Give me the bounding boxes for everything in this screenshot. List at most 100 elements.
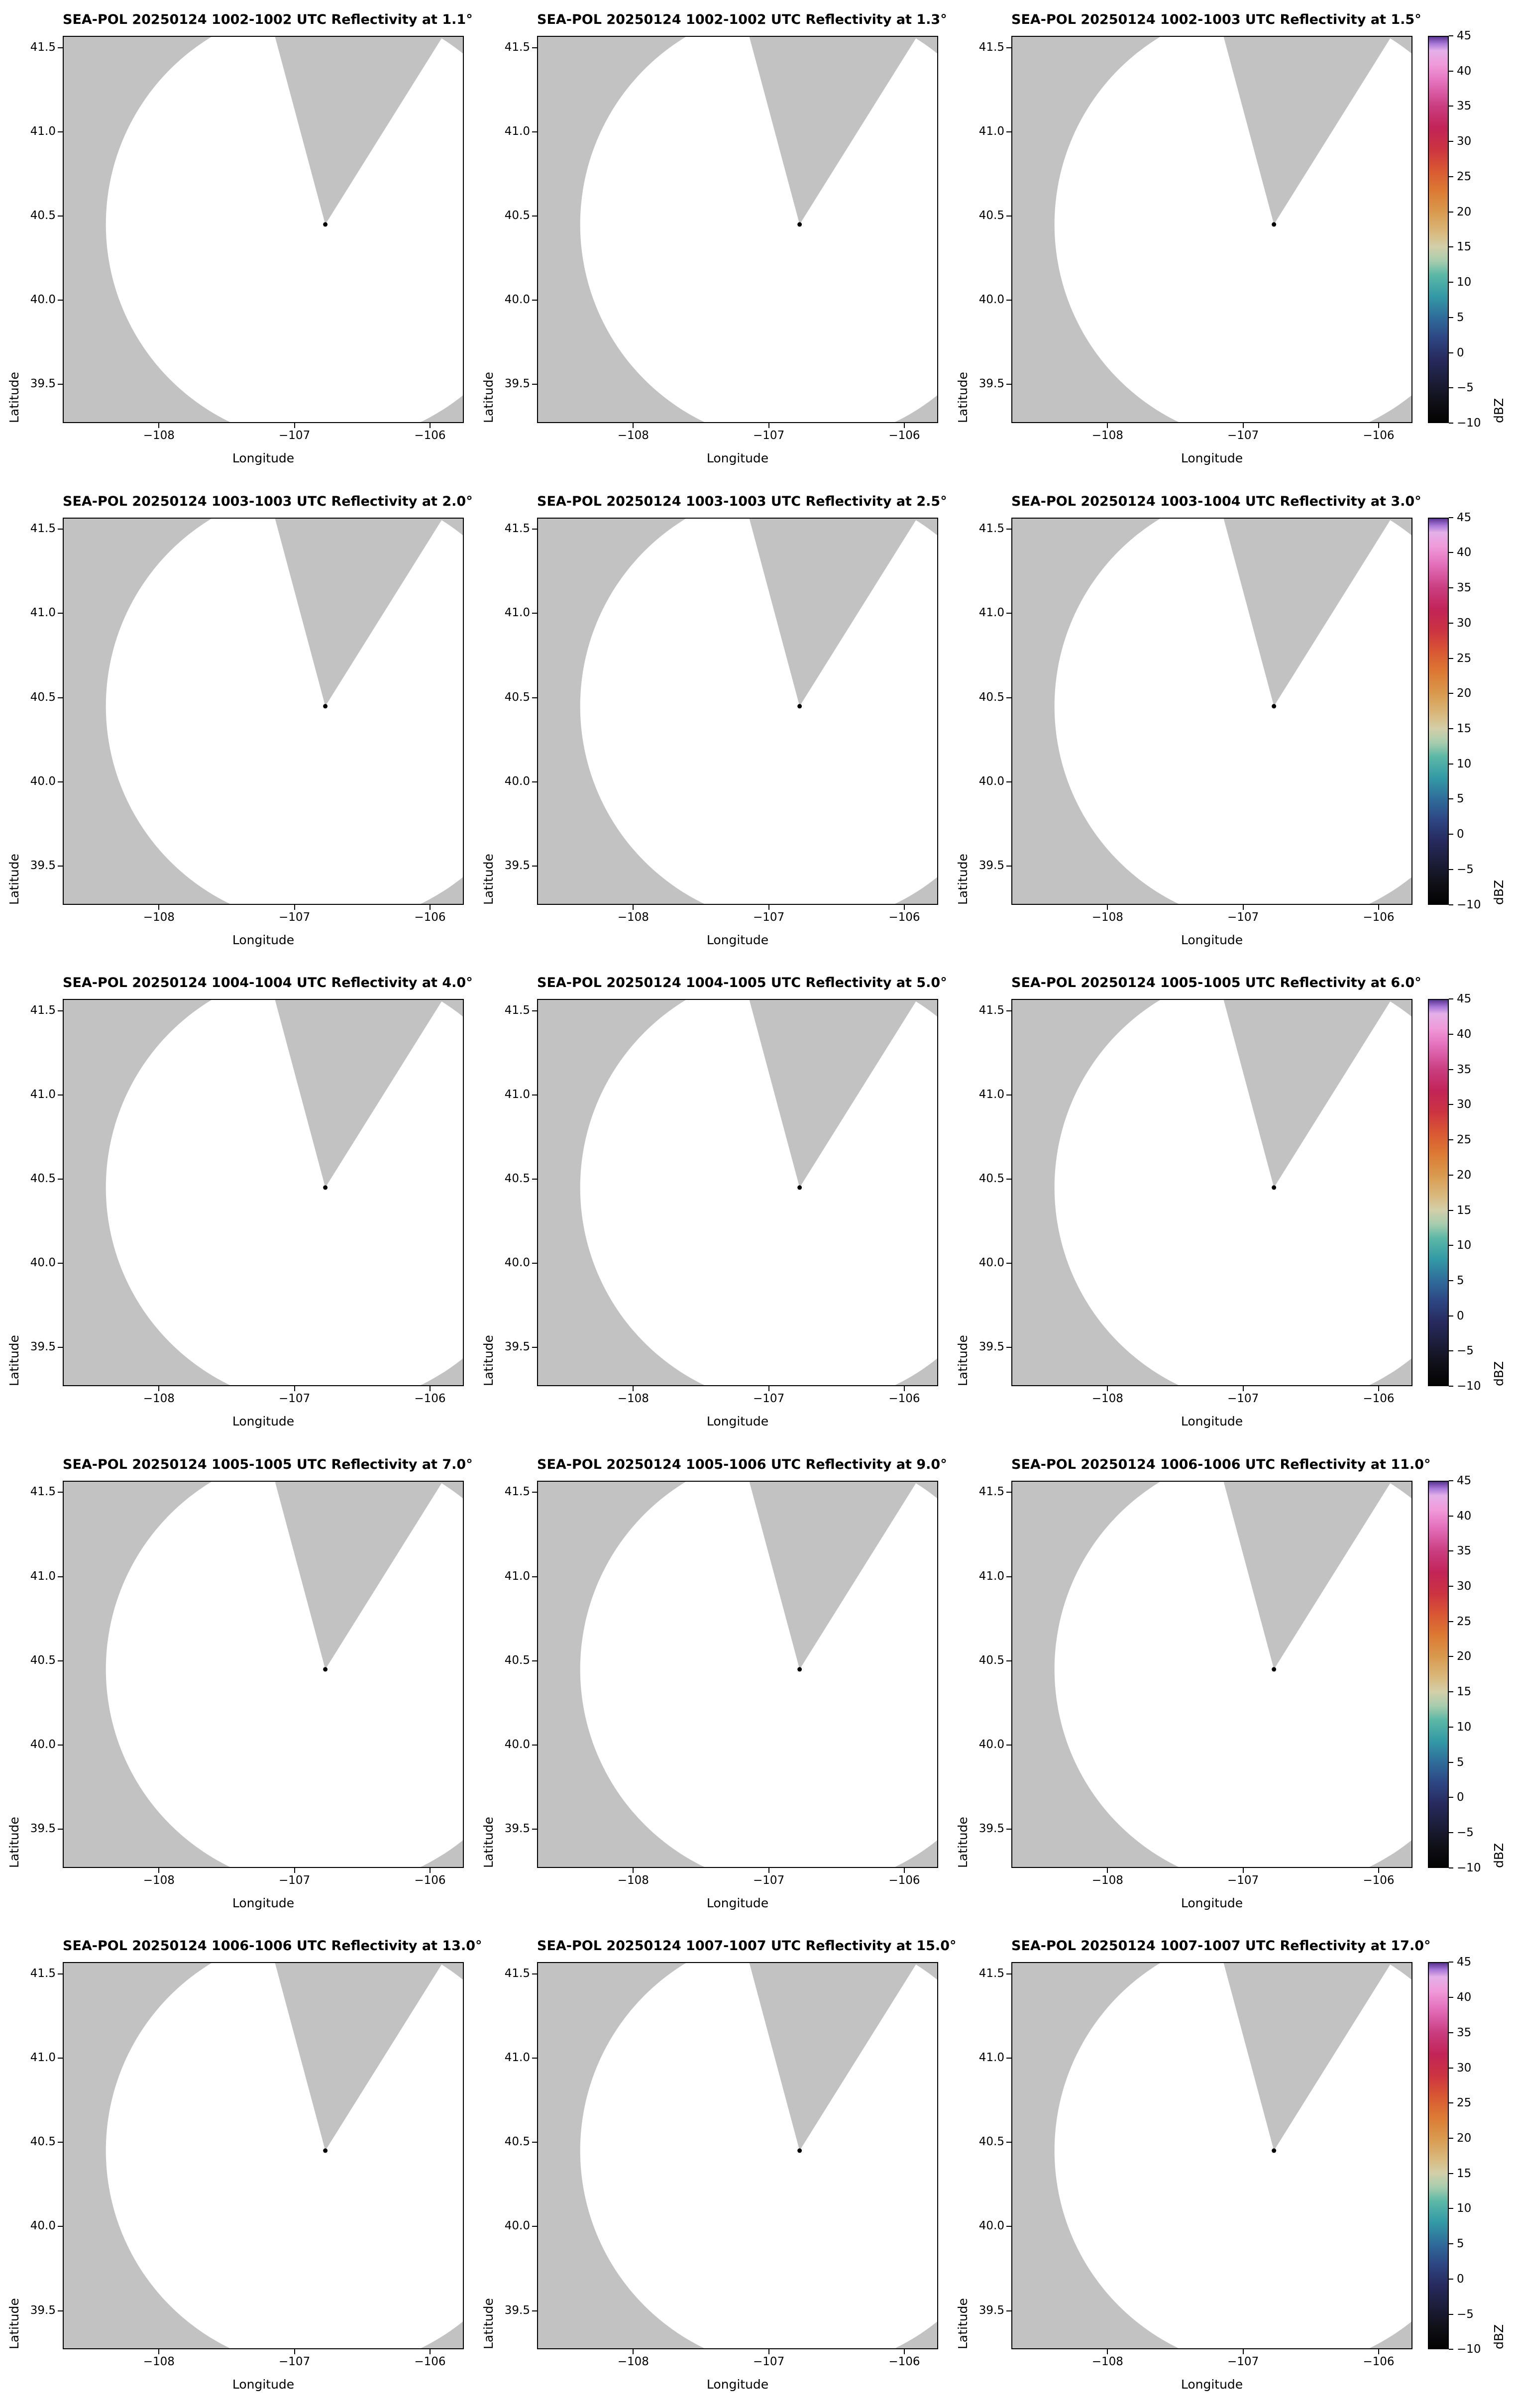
x-tick-label: −107: [1227, 2355, 1259, 2369]
y-tick-label: 41.0: [504, 124, 530, 138]
y-tick-label: 39.5: [978, 1340, 1004, 1354]
y-tick-label: 39.5: [30, 859, 56, 872]
figure-row: SEA-POL 20250124 1006-1006 UTC Reflectiv…: [0, 1926, 1517, 2408]
blocked-sector-wedge: [749, 1963, 917, 2151]
colorbar-tick-mark: [1449, 1315, 1453, 1316]
panel-title: SEA-POL 20250124 1003-1004 UTC Reflectiv…: [1011, 493, 1421, 509]
colorbar-tick-label: 5: [1457, 1755, 1464, 1769]
x-tick-label: −107: [279, 1873, 311, 1887]
colorbar-tick-label: 0: [1457, 2272, 1464, 2286]
x-tick-label: −107: [279, 2355, 311, 2369]
radar-panel: SEA-POL 20250124 1006-1006 UTC Reflectiv…: [0, 1926, 482, 2408]
y-axis-label: Latitude: [956, 2298, 970, 2350]
x-tick-label: −106: [1363, 1873, 1395, 1887]
y-tick-mark: [58, 529, 63, 530]
radar-scan-svg: [538, 518, 937, 904]
y-tick-mark: [532, 1179, 537, 1180]
x-tick-mark: [158, 2349, 160, 2355]
x-tick-mark: [158, 1386, 160, 1392]
y-tick-mark: [58, 131, 63, 132]
radar-scan-svg: [1012, 1481, 1411, 1867]
colorbar-tick-mark: [1449, 2138, 1453, 2139]
y-tick-mark: [532, 131, 537, 132]
y-tick-mark: [58, 1744, 63, 1746]
x-axis-label: Longitude: [232, 1414, 295, 1429]
y-tick-label: 40.5: [978, 2135, 1004, 2149]
y-tick-label: 41.5: [978, 40, 1004, 54]
y-tick-label: 40.0: [504, 1256, 530, 1270]
colorbar-tick-mark: [1449, 1761, 1453, 1763]
y-tick-mark: [532, 1010, 537, 1011]
colorbar-tick-mark: [1449, 1350, 1453, 1352]
radar-plot-area: [63, 1480, 464, 1868]
y-tick-label: 40.0: [504, 1738, 530, 1751]
colorbar-tick-mark: [1449, 1691, 1453, 1693]
y-tick-label: 40.5: [30, 209, 56, 222]
x-tick-label: −107: [279, 1392, 311, 1406]
colorbar-tick-label: −5: [1457, 1826, 1474, 1840]
x-tick-label: −108: [617, 1873, 649, 1887]
x-axis-label: Longitude: [1181, 451, 1243, 465]
radar-scan-svg: [64, 1963, 463, 2349]
x-tick-label: −107: [753, 429, 785, 442]
y-tick-label: 40.5: [978, 690, 1004, 704]
radar-scan-svg: [64, 1000, 463, 1386]
y-tick-mark: [532, 2142, 537, 2143]
radar-plot-area: [63, 1962, 464, 2350]
y-tick-mark: [532, 613, 537, 614]
colorbar-tick-label: 10: [1457, 2202, 1472, 2215]
x-tick-mark: [1242, 904, 1244, 910]
x-tick-mark: [633, 1386, 634, 1392]
y-tick-label: 41.0: [978, 124, 1004, 138]
colorbar-tick-mark: [1449, 1104, 1453, 1105]
y-tick-label: 40.0: [978, 293, 1004, 307]
y-tick-mark: [58, 1828, 63, 1830]
y-tick-mark: [1006, 1660, 1011, 1661]
colorbar-tick-mark: [1449, 1480, 1453, 1481]
figure-row: SEA-POL 20250124 1002-1002 UTC Reflectiv…: [0, 0, 1517, 482]
y-tick-mark: [58, 1179, 63, 1180]
y-tick-label: 40.5: [504, 2135, 530, 2149]
y-tick-mark: [532, 1973, 537, 1975]
radar-panel: SEA-POL 20250124 1002-1002 UTC Reflectiv…: [0, 0, 474, 481]
x-tick-label: −107: [753, 1392, 785, 1406]
y-tick-label: 40.0: [504, 2219, 530, 2233]
x-tick-label: −108: [1091, 910, 1123, 924]
x-tick-label: −106: [1363, 1392, 1395, 1406]
radar-location-dot: [797, 222, 802, 227]
colorbar-tick-label: 35: [1457, 100, 1472, 113]
blocked-sector-wedge: [275, 518, 443, 706]
x-axis-label: Longitude: [232, 2377, 295, 2392]
y-tick-mark: [1006, 1576, 1011, 1577]
colorbar-tick-mark: [1449, 211, 1453, 213]
colorbar-tick-label: 45: [1457, 992, 1472, 1006]
y-tick-label: 40.0: [504, 774, 530, 788]
colorbar-tick-label: 10: [1457, 1720, 1472, 1734]
y-tick-mark: [1006, 529, 1011, 530]
colorbar-tick-mark: [1449, 834, 1453, 835]
colorbar-tick-label: 30: [1457, 2061, 1472, 2075]
colorbar-tick-mark: [1449, 904, 1453, 905]
radar-plot-area: [1011, 1962, 1412, 2350]
y-tick-label: 39.5: [504, 1822, 530, 1835]
y-tick-mark: [1006, 1828, 1011, 1830]
colorbar-tick-label: 35: [1457, 581, 1472, 595]
radar-plot-area: [63, 517, 464, 905]
x-tick-label: −107: [753, 2355, 785, 2369]
colorbar-tick-label: 0: [1457, 1309, 1464, 1322]
radar-panel: SEA-POL 20250124 1003-1003 UTC Reflectiv…: [474, 482, 949, 963]
colorbar-label: dBZ: [1492, 398, 1506, 423]
radar-plot-area: [537, 1962, 938, 2350]
x-tick-mark: [1107, 1867, 1108, 1873]
colorbar-tick-label: −5: [1457, 381, 1474, 395]
y-tick-mark: [58, 384, 63, 385]
y-tick-label: 39.5: [978, 1822, 1004, 1835]
panel-title: SEA-POL 20250124 1005-1005 UTC Reflectiv…: [63, 1456, 473, 1472]
colorbar-tick-mark: [1449, 35, 1453, 36]
radar-panel: SEA-POL 20250124 1002-1003 UTC Reflectiv…: [949, 0, 1423, 481]
blocked-sector-wedge: [1223, 518, 1392, 706]
radar-location-dot: [797, 704, 802, 708]
y-tick-label: 41.5: [504, 40, 530, 54]
y-tick-label: 39.5: [30, 377, 56, 391]
radar-coverage-circle: [580, 518, 937, 904]
